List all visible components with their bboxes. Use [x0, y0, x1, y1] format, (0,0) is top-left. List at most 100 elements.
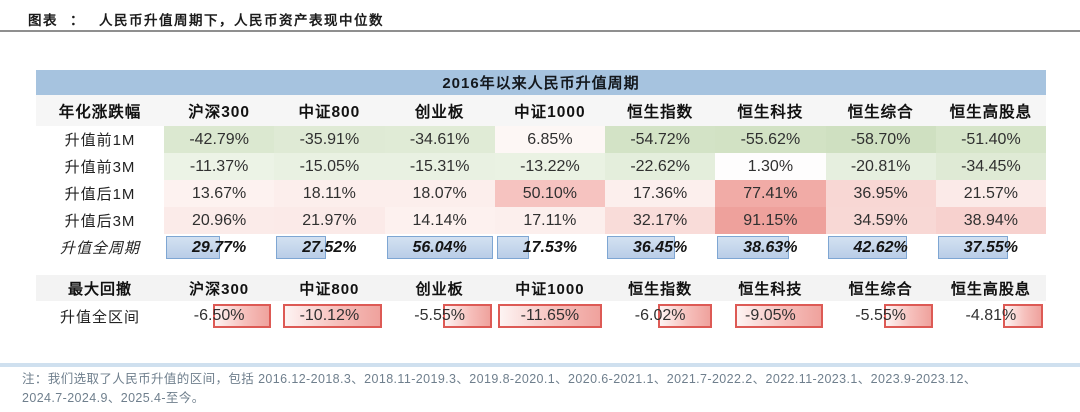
data-cell: 77.41%	[715, 180, 826, 207]
column-header: 恒生指数	[627, 103, 694, 121]
databar-cell: 42.62%	[826, 234, 936, 261]
cell-value: -34.61%	[409, 130, 470, 148]
column-header: 恒生指数	[628, 280, 693, 298]
cell-value: 21.97%	[302, 211, 357, 229]
cell-value: 91.15%	[743, 211, 798, 229]
cell-value: 38.94%	[963, 211, 1018, 229]
column-header: 恒生高股息	[950, 280, 1031, 298]
cell-value: -42.79%	[189, 130, 249, 148]
red-databar	[734, 304, 823, 328]
data-cell: -11.37%	[164, 153, 275, 180]
cell-value: -5.55%	[414, 307, 465, 324]
table-row: 升值全周期 29.77% 27.52% 56.04% 17.53% 36.45% 38.63…	[36, 234, 1046, 261]
cell-value: -55.62%	[740, 130, 801, 148]
cell-value: 50.10%	[522, 184, 577, 202]
column-header: 中证1000	[515, 280, 585, 298]
footnote: 注：我们选取了人民币升值的区间，包括 2016.12-2018.3、2018.1…	[22, 370, 1072, 407]
red-databar	[1002, 304, 1043, 328]
column-header: 沪深300	[188, 103, 251, 121]
databar-cell: -9.05%	[715, 301, 825, 331]
data-cell: -13.22%	[494, 153, 605, 180]
data-cell: -15.31%	[384, 153, 495, 180]
row-label: 升值后1M	[64, 186, 136, 203]
cell-value: -54.72%	[630, 130, 690, 148]
cell-value: 21.57%	[963, 184, 1018, 202]
databar-cell: -5.55%	[385, 301, 495, 331]
cell-value: -6.02%	[634, 307, 686, 324]
blue-databar	[607, 236, 675, 259]
column-header: 中证800	[298, 103, 361, 121]
column-header: 创业板	[414, 103, 465, 121]
section-spacer	[36, 261, 1046, 275]
blue-databar	[386, 236, 493, 259]
data-cell: 91.15%	[715, 207, 826, 234]
cell-value: -58.70%	[850, 130, 911, 148]
note-divider	[0, 363, 1080, 367]
red-databar	[883, 304, 933, 328]
cell-value: -11.65%	[520, 307, 580, 324]
column-header: 恒生科技	[738, 280, 803, 298]
rmb-assets-table: 2016年以来人民币升值周期 年化涨跌幅 沪深300 中证800 创业板 中证1000 恒…	[36, 70, 1046, 331]
cell-value: 42.62%	[853, 238, 908, 256]
table-row: 升值前1M -42.79% -35.91% -34.61% 6.85% -54.72% -5…	[36, 126, 1046, 153]
column-header: 中证1000	[514, 103, 586, 121]
cell-value: 27.52%	[302, 238, 357, 256]
cell-value: 1.30%	[747, 157, 794, 175]
cell-value: 13.67%	[191, 184, 247, 202]
cell-value: -11.37%	[189, 157, 249, 175]
data-cell: -35.91%	[274, 126, 385, 153]
data-cell: -54.72%	[605, 126, 716, 153]
title-underline	[0, 30, 1080, 32]
cell-value: 32.17%	[632, 211, 688, 229]
figure-title: 图表 ： 人民币升值周期下，人民币资产表现中位数	[28, 9, 384, 29]
column-header: 沪深300	[189, 280, 250, 298]
data-cell: 21.97%	[274, 207, 385, 234]
blue-databar	[827, 236, 908, 259]
column-header: 创业板	[415, 280, 464, 298]
cell-value: -22.62%	[630, 157, 690, 175]
red-databar	[282, 304, 382, 328]
databar-cell: 37.55%	[936, 234, 1046, 261]
cell-value: 20.96%	[191, 211, 247, 229]
figure-title-text: 人民币升值周期下，人民币资产表现中位数	[99, 13, 384, 28]
data-cell: -22.62%	[605, 153, 716, 180]
databar-cell: 17.53%	[495, 234, 605, 261]
databar-cell: -4.81%	[936, 301, 1046, 331]
data-cell: 17.11%	[494, 207, 605, 234]
column-header: 恒生综合	[847, 103, 914, 121]
data-cell: 18.07%	[384, 180, 495, 207]
column-header: 最大回撤	[67, 280, 132, 298]
footnote-line-1: 注：我们选取了人民币升值的区间，包括 2016.12-2018.3、2018.1…	[22, 372, 977, 386]
blue-databar	[937, 236, 1008, 259]
data-cell: -42.79%	[164, 126, 275, 153]
cell-value: -15.31%	[409, 157, 470, 175]
blue-databar	[496, 236, 530, 259]
data-cell: -55.62%	[715, 126, 826, 153]
cell-value: -15.05%	[299, 157, 360, 175]
data-cell: 34.59%	[825, 207, 936, 234]
data-cell: 13.67%	[164, 180, 275, 207]
column-header: 年化涨跌幅	[58, 103, 142, 121]
cell-value: 37.55%	[963, 238, 1018, 256]
data-cell: 18.11%	[274, 180, 385, 207]
cell-value: -10.12%	[299, 307, 360, 324]
data-cell: -58.70%	[825, 126, 936, 153]
cell-value: 77.41%	[743, 184, 798, 202]
blue-databar	[166, 236, 221, 259]
databar-cell: 56.04%	[385, 234, 495, 261]
column-header: 恒生综合	[848, 280, 913, 298]
cell-value: 17.11%	[523, 211, 577, 229]
cell-value: 17.36%	[632, 184, 688, 202]
column-header: 中证800	[299, 280, 360, 298]
data-cell: 6.85%	[494, 126, 605, 153]
data-cell: -51.40%	[935, 126, 1046, 153]
data-cell: 38.94%	[935, 207, 1046, 234]
cell-value: 18.07%	[412, 184, 467, 202]
cell-value: 18.11%	[302, 184, 356, 202]
red-databar	[657, 304, 713, 328]
data-cell: 32.17%	[605, 207, 716, 234]
data-cell: -15.05%	[274, 153, 385, 180]
databar-cell: -10.12%	[274, 301, 384, 331]
cell-value: 36.45%	[632, 238, 688, 256]
